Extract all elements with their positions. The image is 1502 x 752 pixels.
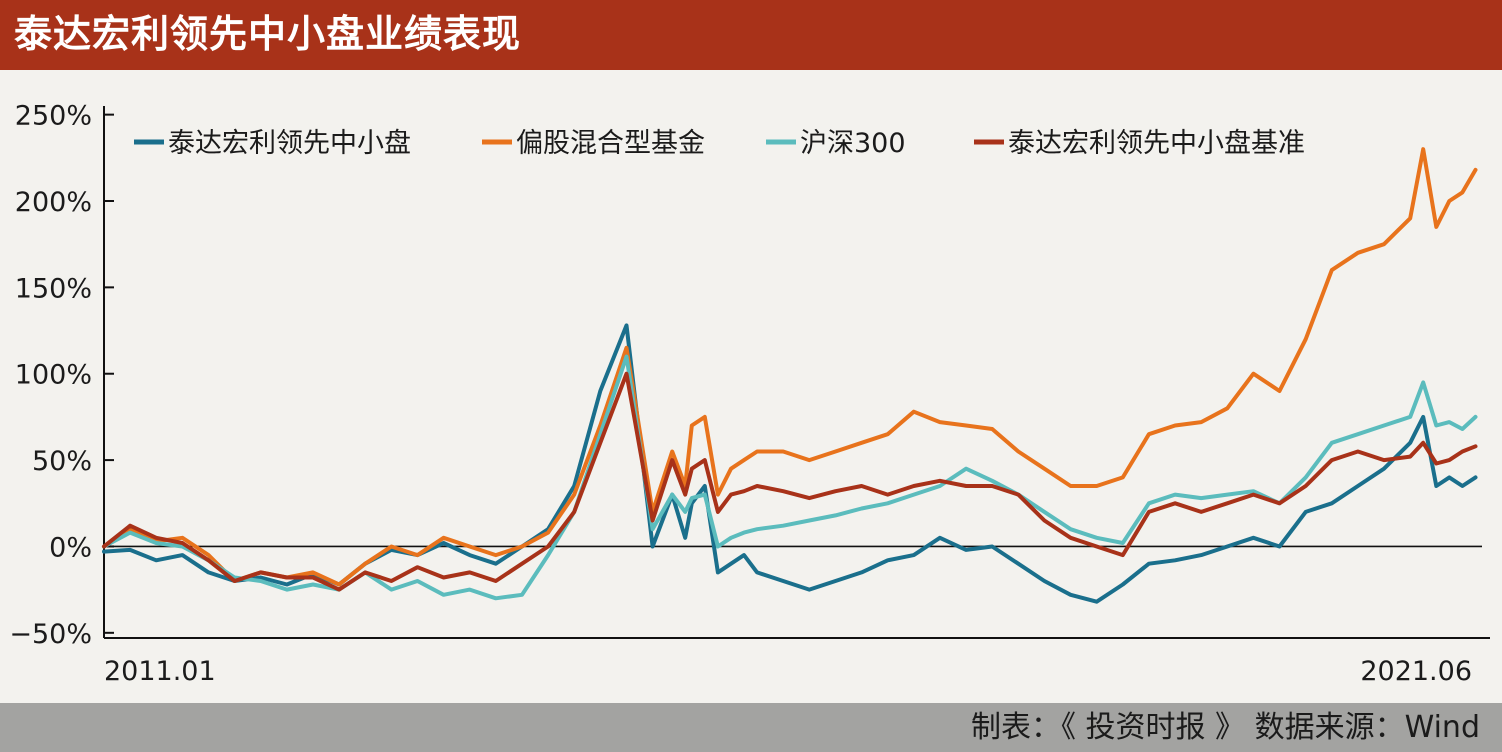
y-tick-label: 150% — [15, 273, 92, 304]
y-tick-label: 50% — [32, 446, 92, 477]
title-bar: 泰达宏利领先中小盘业绩表现 — [0, 0, 1502, 70]
chart-title: 泰达宏利领先中小盘业绩表现 — [14, 12, 522, 56]
legend-label: 泰达宏利领先中小盘 — [168, 128, 411, 159]
legend-label: 偏股混合型基金 — [516, 128, 705, 159]
y-tick-label: 250% — [15, 101, 92, 132]
y-tick-label: 200% — [15, 187, 92, 218]
x-tick-label: 2011.01 — [104, 656, 216, 687]
series-line — [102, 371, 1478, 592]
footer-bar: 制表：《 投资时报 》 数据来源：Wind — [0, 703, 1502, 752]
x-tick-label: 2021.06 — [1360, 656, 1472, 687]
source-credit: 制表：《 投资时报 》 数据来源：Wind — [970, 710, 1480, 745]
series-line — [102, 147, 1478, 587]
y-tick-label: 0% — [49, 532, 92, 563]
series-line — [102, 323, 1478, 604]
legend-label: 沪深300 — [800, 128, 906, 159]
chart-area: −50% 0% 50% 100% 150% 200% 250% 2011.01 2021.06 泰… — [0, 76, 1502, 700]
y-tick-label: −50% — [9, 619, 92, 650]
series-line — [102, 354, 1478, 601]
y-tick-label: 100% — [15, 360, 92, 391]
title-divider — [0, 70, 1502, 73]
line-chart: −50% 0% 50% 100% 150% 200% 250% 2011.01 2021.06 泰… — [9, 101, 1490, 687]
legend-label: 泰达宏利领先中小盘基准 — [1008, 128, 1305, 159]
